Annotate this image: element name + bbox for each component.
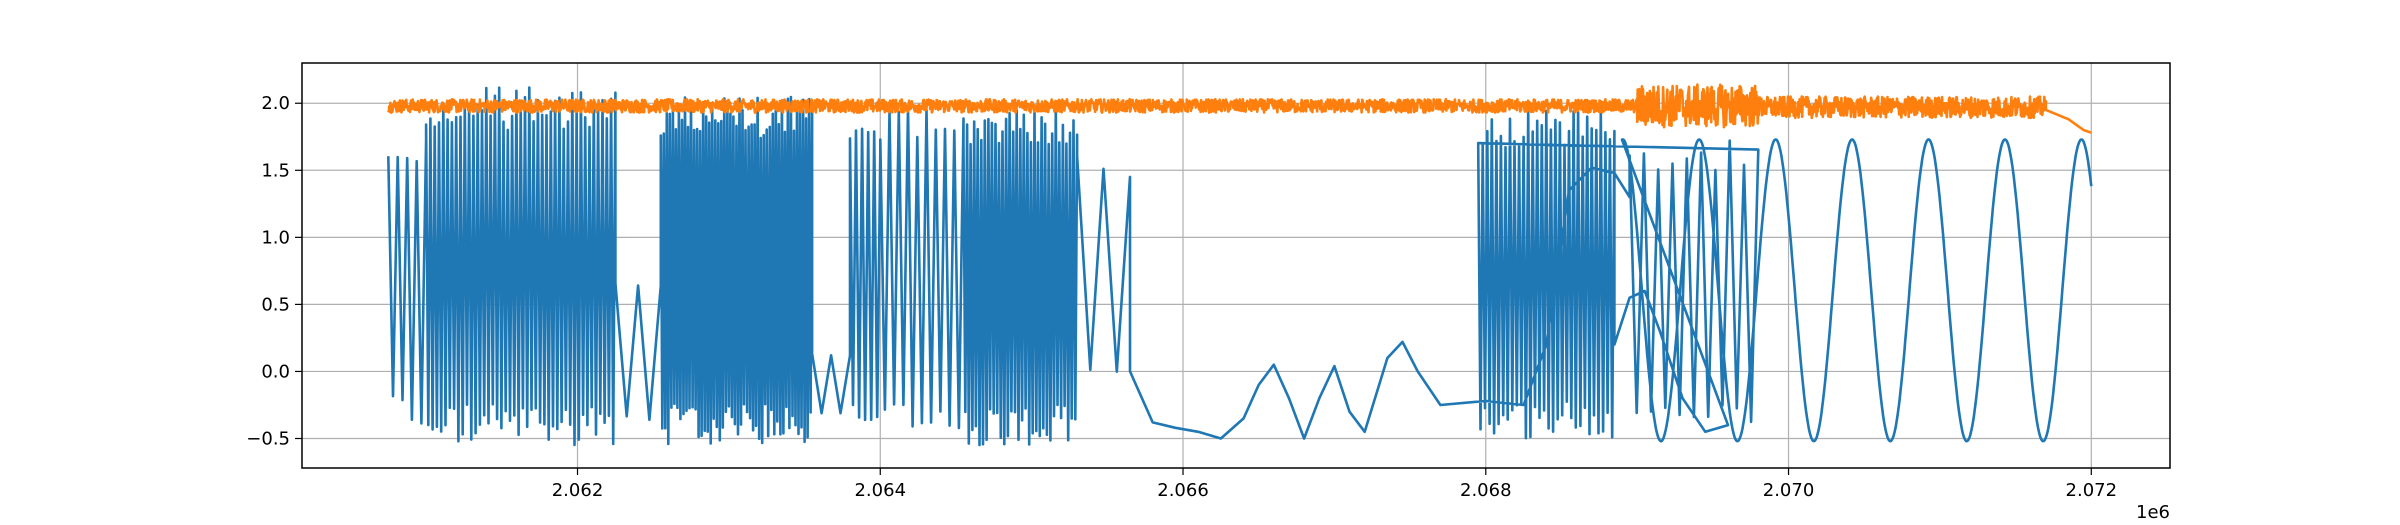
- x-tick-label: 2.068: [1460, 480, 1512, 501]
- y-tick-label: −0.5: [246, 428, 290, 449]
- y-tick-label: 2.0: [261, 93, 290, 114]
- x-tick-label: 2.070: [1763, 480, 1815, 501]
- series-layer: [387, 83, 2093, 447]
- x-offset-label: 1e6: [2136, 502, 2170, 523]
- plot-frame: [301, 62, 2171, 469]
- y-tick-label: 1.5: [261, 160, 290, 181]
- tick-layer: 2.062 2.064 2.066 2.068 2.070 2.072 −0.5 0.0 0.5…: [246, 93, 2117, 501]
- x-tick-label: 2.062: [552, 480, 604, 501]
- x-tick-label: 2.072: [2066, 480, 2118, 501]
- y-tick-label: 0.0: [261, 361, 290, 382]
- x-tick-label: 2.066: [1157, 480, 1209, 501]
- x-tick-label: 2.064: [854, 480, 906, 501]
- series-line-2: [387, 83, 2092, 134]
- series-line-1: [387, 86, 2093, 447]
- y-tick-label: 1.0: [261, 227, 290, 248]
- y-tick-label: 0.5: [261, 294, 290, 315]
